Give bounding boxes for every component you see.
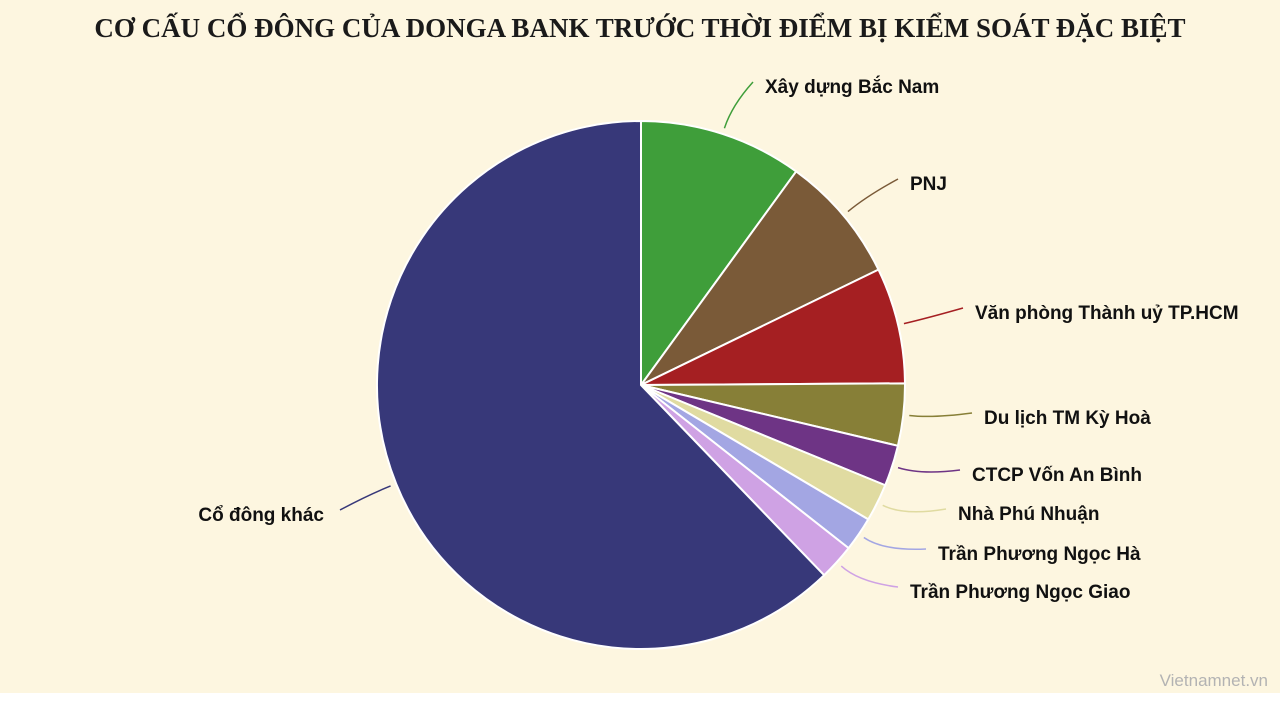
chart-canvas: CƠ CẤU CỔ ĐÔNG CỦA DONGA BANK TRƯỚC THỜI…	[0, 0, 1280, 693]
slice-label-tran-phuong-ngoc-giao: Trần Phương Ngọc Giao	[910, 582, 1130, 603]
leader-line-tran-phuong-ngoc-giao	[840, 565, 899, 588]
source-credit: Vietnamnet.vn	[1160, 671, 1268, 690]
slice-label-xay-dung-bac-nam: Xây dựng Bắc Nam	[765, 76, 939, 98]
slice-label-pnj: PNJ	[910, 174, 947, 195]
leader-line-nha-phu-nhuan	[882, 504, 947, 513]
slice-label-nha-phu-nhuan: Nhà Phú Nhuận	[958, 504, 1099, 525]
leader-line-xay-dung-bac-nam	[723, 81, 754, 129]
leader-line-van-phong-thanh-uy-tp-hcm	[903, 307, 964, 325]
slice-label-van-phong-thanh-uy-tp-hcm: Văn phòng Thành uỷ TP.HCM	[975, 303, 1239, 324]
slice-label-co-dong-khac: Cổ đông khác	[198, 505, 324, 526]
slice-labels: Xây dựng Bắc Nam PNJ Văn phòng Thành uỷ TP…	[198, 76, 1238, 603]
leader-line-du-lich-tm-ky-hoa	[909, 412, 973, 418]
leader-line-ctcp-von-an-binh	[897, 466, 961, 473]
leader-line-co-dong-khac	[339, 485, 391, 511]
leader-line-pnj	[847, 178, 899, 213]
leader-lines	[339, 81, 973, 588]
slice-label-du-lich-tm-ky-hoa: Du lịch TM Kỳ Hoà	[984, 408, 1151, 429]
pie-slice-pnj	[640, 170, 880, 386]
leader-line-tran-phuong-ngoc-ha	[863, 536, 927, 551]
pie-slices	[375, 120, 906, 650]
slice-label-tran-phuong-ngoc-ha: Trần Phương Ngọc Hà	[938, 544, 1141, 565]
pie-slice-xay-dung-bac-nam	[640, 120, 798, 386]
pie-slice-co-dong-khac	[375, 120, 826, 650]
chart-title: CƠ CẤU CỔ ĐÔNG CỦA DONGA BANK TRƯỚC THỜI…	[94, 12, 1185, 43]
pie-slice-van-phong-thanh-uy-tp-hcm	[640, 268, 906, 386]
pie-chart: CƠ CẤU CỔ ĐÔNG CỦA DONGA BANK TRƯỚC THỜI…	[94, 12, 1268, 690]
slice-label-ctcp-von-an-binh: CTCP Vốn An Bình	[972, 465, 1142, 486]
